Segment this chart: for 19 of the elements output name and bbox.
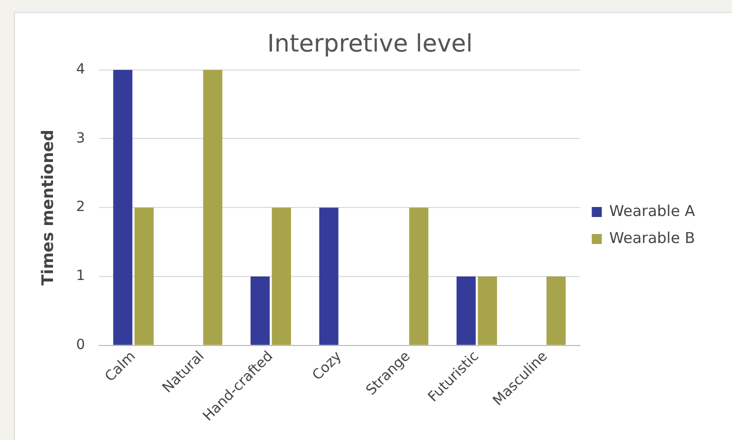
bar (272, 208, 292, 345)
y-tick-label: 0 (76, 336, 86, 353)
bar (319, 208, 338, 345)
bar (134, 208, 154, 345)
bar (203, 70, 222, 345)
y-tick-label: 1 (76, 268, 86, 284)
bar (250, 276, 270, 345)
y-axis-title: Times mentioned (38, 130, 57, 286)
chart-title: Interpretive level (267, 30, 473, 58)
legend-label: Wearable B (609, 228, 696, 247)
bar (409, 208, 428, 345)
bar (113, 70, 132, 345)
legend-label: Wearable A (609, 202, 696, 220)
bar (546, 276, 566, 345)
y-tick-label: 4 (76, 61, 86, 78)
bar (478, 276, 498, 345)
bar (456, 276, 476, 345)
y-tick-label: 3 (76, 130, 86, 146)
y-tick-label: 2 (76, 199, 86, 216)
